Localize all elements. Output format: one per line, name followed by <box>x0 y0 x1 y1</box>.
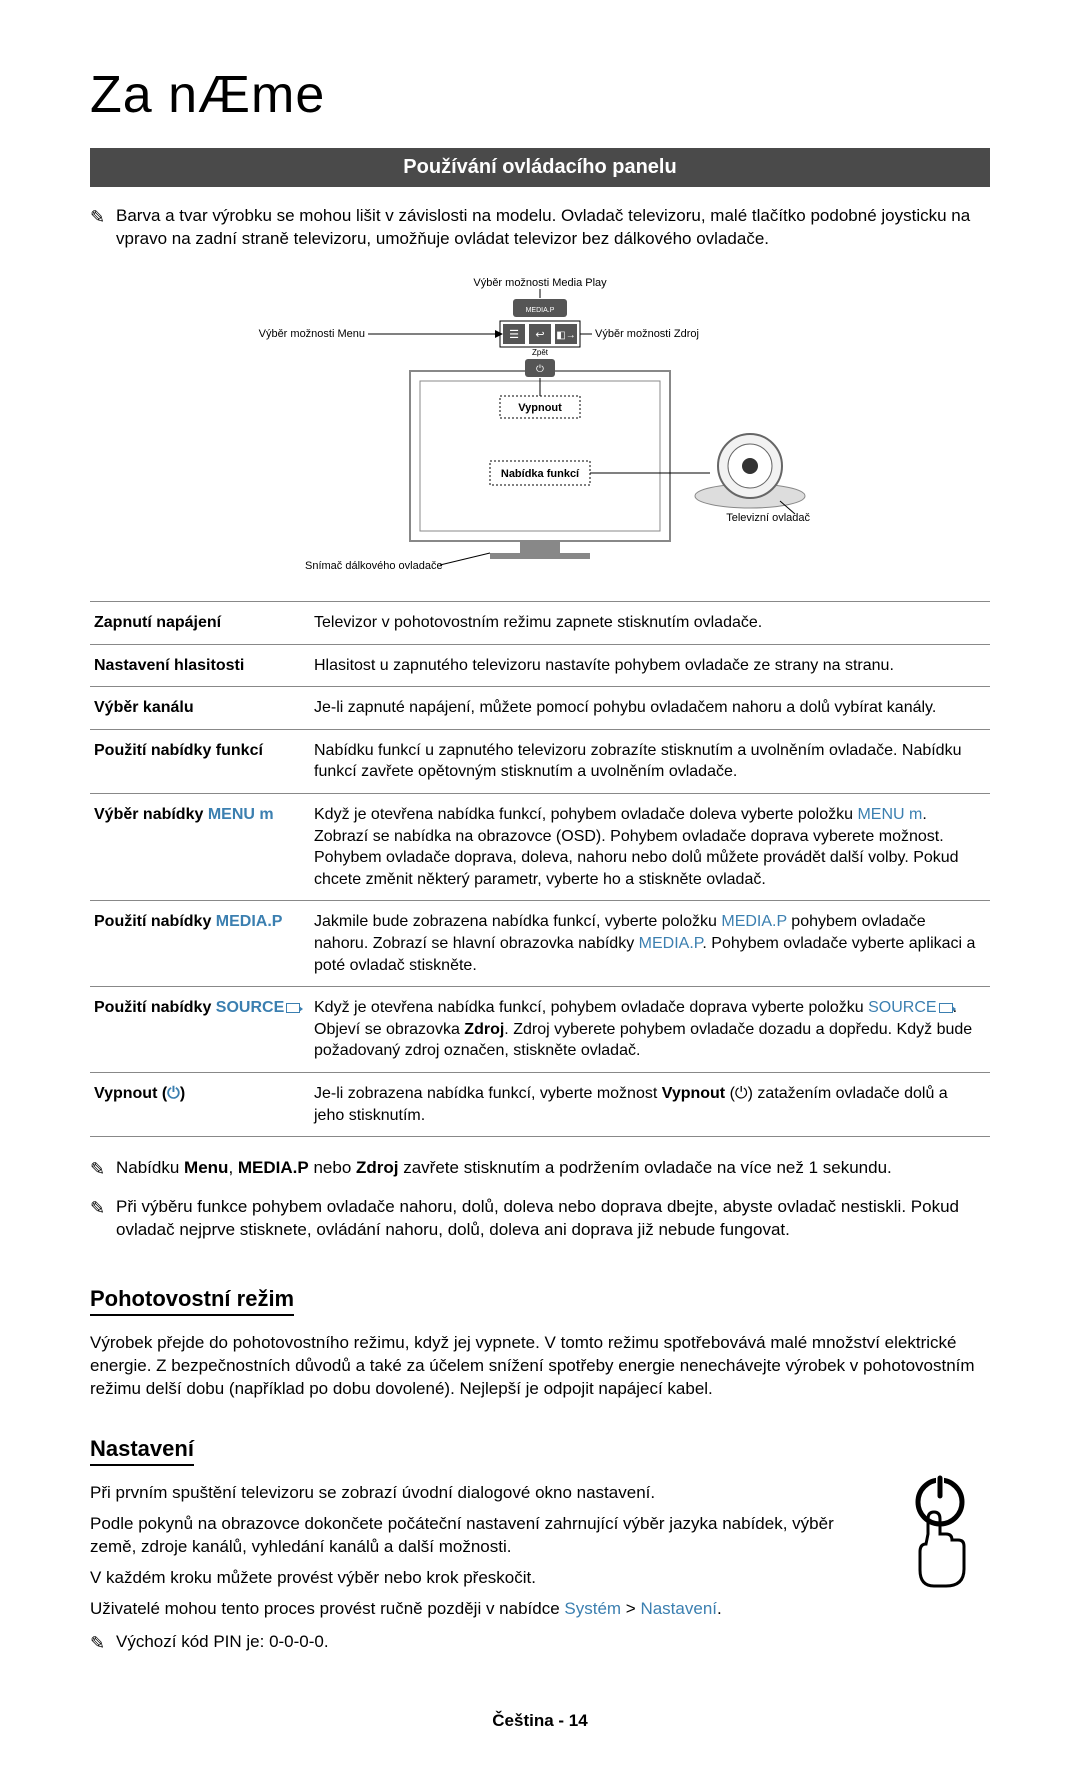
svg-text:⏻: ⏻ <box>536 364 544 375</box>
table-row: Zapnutí napájeníTelevizor v pohotovostní… <box>90 602 990 645</box>
svg-text:Snímač dálkového ovladače: Snímač dálkového ovladače <box>305 560 443 571</box>
settings-p3: V každém kroku můžete provést výběr nebo… <box>90 1567 860 1590</box>
settings-heading: Nastavení <box>90 1434 194 1466</box>
post-note: Nabídku Menu, MEDIA.P nebo Zdroj zavřete… <box>90 1157 990 1180</box>
function-label: Zapnutí napájení <box>90 602 310 645</box>
function-desc: Když je otevřena nabídka funkcí, pohybem… <box>310 794 990 901</box>
table-row: Výběr kanáluJe-li zapnuté napájení, může… <box>90 687 990 730</box>
diagram-btn-mediap: MEDIA.P <box>526 307 555 314</box>
svg-text:☰: ☰ <box>509 329 519 341</box>
page-footer: Čeština - 14 <box>90 1710 990 1733</box>
svg-text:Výběr možnosti Menu: Výběr možnosti Menu <box>259 328 365 340</box>
function-desc: Nabídku funkcí u zapnutého televizoru zo… <box>310 729 990 793</box>
svg-text:Výběr možnosti Media Play: Výběr možnosti Media Play <box>473 277 607 289</box>
function-label: Vypnout (⏻) <box>90 1072 310 1136</box>
standby-body: Výrobek přejde do pohotovostního režimu,… <box>90 1332 990 1401</box>
settings-p1: Při prvním spuštění televizoru se zobraz… <box>90 1482 860 1505</box>
function-desc: Je-li zapnuté napájení, můžete pomocí po… <box>310 687 990 730</box>
press-hand-icon <box>890 1474 990 1601</box>
svg-text:Vypnout: Vypnout <box>518 402 562 414</box>
function-label: Nastavení hlasitosti <box>90 644 310 687</box>
settings-p2: Podle pokynů na obrazovce dokončete počá… <box>90 1513 860 1559</box>
svg-text:↩: ↩ <box>535 329 544 341</box>
function-desc: Jakmile bude zobrazena nabídka funkcí, v… <box>310 901 990 987</box>
pin-note: Výchozí kód PIN je: 0-0-0-0. <box>90 1631 860 1654</box>
function-label: Použití nabídky MEDIA.P <box>90 901 310 987</box>
settings-p4: Uživatelé mohou tento proces provést ruč… <box>90 1598 860 1621</box>
functions-table: Zapnutí napájeníTelevizor v pohotovostní… <box>90 601 990 1137</box>
svg-text:Výběr možnosti Zdroj: Výběr možnosti Zdroj <box>595 328 699 340</box>
diagram-label-back: Zpět <box>532 348 549 357</box>
controller-diagram: MEDIA.P ☰ ↩ ◧→ Zpět ⏻ Výběr možnosti Med… <box>190 271 890 571</box>
svg-text:Nabídka funkcí: Nabídka funkcí <box>501 468 580 480</box>
function-label: Výběr kanálu <box>90 687 310 730</box>
table-row: Použití nabídky SOURCEKdyž je otevřena n… <box>90 987 990 1073</box>
page-title: Za nÆme <box>90 60 990 130</box>
function-label: Použití nabídky SOURCE <box>90 987 310 1073</box>
function-desc: Když je otevřena nabídka funkcí, pohybem… <box>310 987 990 1073</box>
table-row: Použití nabídky MEDIA.PJakmile bude zobr… <box>90 901 990 987</box>
function-desc: Televizor v pohotovostním režimu zapnete… <box>310 602 990 645</box>
section-banner: Používání ovládacího panelu <box>90 148 990 187</box>
function-desc: Je-li zobrazena nabídka funkcí, vyberte … <box>310 1072 990 1136</box>
table-row: Výběr nabídky MENU mKdyž je otevřena nab… <box>90 794 990 901</box>
post-note: Při výběru funkce pohybem ovladače nahor… <box>90 1196 990 1242</box>
standby-heading: Pohotovostní režim <box>90 1284 294 1316</box>
table-row: Použití nabídky funkcíNabídku funkcí u z… <box>90 729 990 793</box>
function-label: Výběr nabídky MENU m <box>90 794 310 901</box>
function-label: Použití nabídky funkcí <box>90 729 310 793</box>
table-row: Vypnout (⏻)Je-li zobrazena nabídka funkc… <box>90 1072 990 1136</box>
svg-text:Televizní ovladač: Televizní ovladač <box>726 512 810 524</box>
table-row: Nastavení hlasitostiHlasitost u zapnutéh… <box>90 644 990 687</box>
function-desc: Hlasitost u zapnutého televizoru nastaví… <box>310 644 990 687</box>
svg-text:◧→: ◧→ <box>556 330 575 341</box>
intro-note: Barva a tvar výrobku se mohou lišit v zá… <box>90 205 990 251</box>
